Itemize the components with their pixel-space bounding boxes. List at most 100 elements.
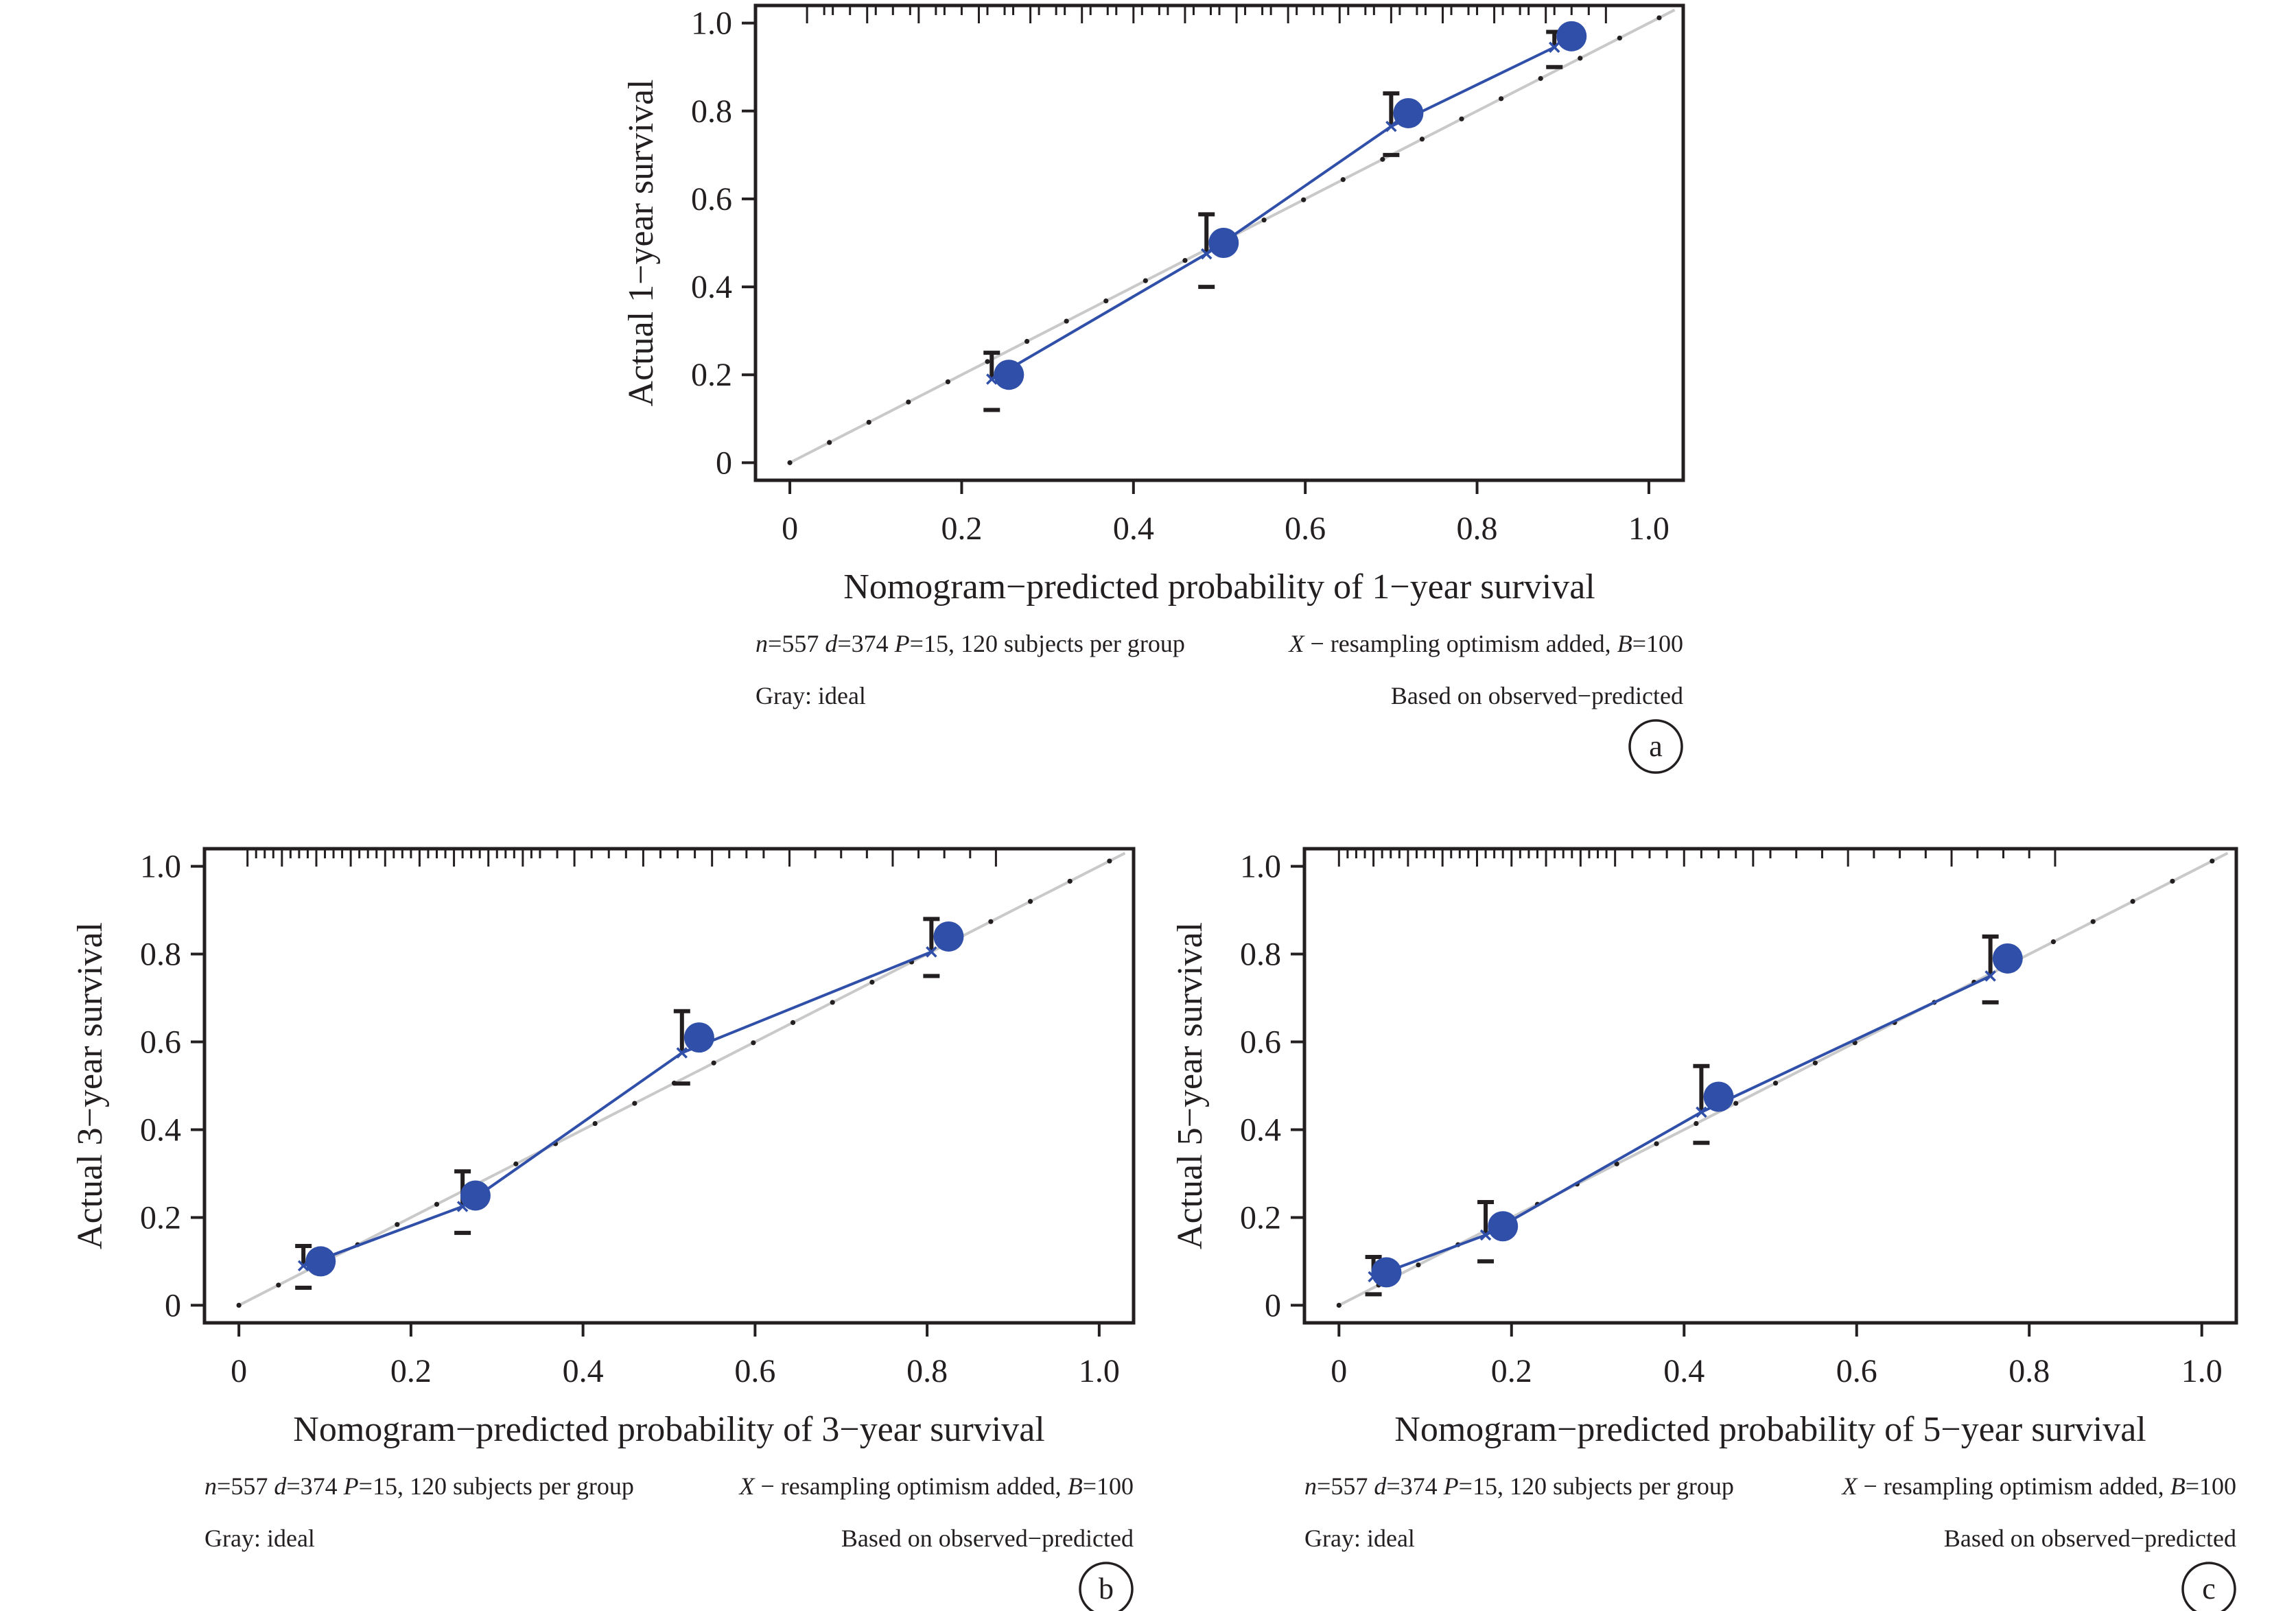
panel-b: 0 0 0.2 0.2 0.4 0.4 0.6 0.6 0.8 0.8 1.0 1.0 Nomogram… — [71, 847, 1136, 1611]
x-tick-label: 0.6 — [1836, 1353, 1877, 1389]
plot-area — [1336, 851, 2229, 1308]
ideal-dot — [2170, 878, 2175, 884]
x-tick-label: 0.8 — [1457, 510, 1498, 547]
ideal-dot — [434, 1201, 440, 1207]
observed-point — [1393, 97, 1424, 128]
ideal-dot — [790, 1020, 796, 1025]
panel-letter: b — [1099, 1572, 1114, 1606]
ideal-dot — [236, 1302, 242, 1308]
panel-letter-circle — [1079, 1562, 1134, 1611]
y-tick-label: 0.8 — [140, 937, 181, 973]
y-tick-label: 1.0 — [140, 849, 181, 885]
corrected-x-marker — [676, 1047, 688, 1059]
x-tick-label: 1.0 — [1628, 510, 1670, 547]
y-tick-label: 0 — [1265, 1287, 1281, 1324]
plot-frame — [1302, 847, 2238, 1325]
observed-point — [933, 921, 964, 952]
subtitle-sample-info: n=557 d=374 P=15, 120 subjects per group — [1304, 1472, 1734, 1500]
y-axis-title: Actual 5−year survival — [1171, 922, 1210, 1249]
ideal-dot — [513, 1161, 519, 1166]
ideal-dot — [1772, 1081, 1779, 1086]
ideal-dot — [1380, 156, 1385, 162]
ideal-dot — [945, 379, 951, 385]
x-tick-label: 1.0 — [1079, 1353, 1120, 1389]
panel-letter: a — [1649, 729, 1663, 763]
x-tick-label: 0.2 — [390, 1353, 432, 1389]
ideal-dot — [1416, 1262, 1421, 1268]
ideal-dot — [1143, 278, 1148, 283]
y-tick-label: 0.2 — [691, 357, 732, 393]
y-tick-label: 0.6 — [140, 1024, 181, 1061]
calibration-line — [1372, 974, 1991, 1278]
observed-point — [1371, 1257, 1402, 1288]
ideal-dot — [632, 1101, 637, 1106]
ideal-dot — [1617, 35, 1622, 41]
x-tick-label: 0.2 — [941, 510, 982, 547]
observed-point — [1556, 21, 1587, 51]
y-tick-label: 1.0 — [691, 5, 732, 42]
y-tick-label: 0 — [165, 1287, 181, 1324]
x-tick-label: 0.8 — [906, 1353, 948, 1389]
ideal-dot — [1656, 15, 1662, 21]
subtitle-resampling-info: X − resampling optimism added, B=100 — [738, 1472, 1134, 1500]
ideal-dot — [2090, 919, 2096, 924]
y-tick-label: 0.2 — [1240, 1199, 1281, 1236]
x-axis-title: Nomogram−predicted probability of 1−year… — [843, 567, 1595, 607]
y-tick-label: 0.4 — [140, 1112, 181, 1148]
subtitle-resampling-info: X − resampling optimism added, B=100 — [1287, 630, 1683, 657]
ideal-dot — [2210, 858, 2215, 864]
ideal-dot — [866, 419, 871, 425]
ideal-dot — [2050, 939, 2057, 945]
ideal-dot — [1614, 1161, 1619, 1166]
x-tick-label: 0.8 — [2008, 1353, 2050, 1389]
observed-point — [1992, 943, 2023, 974]
y-tick-label: 0.8 — [691, 93, 732, 130]
plot-frame — [753, 3, 1685, 482]
subtitle-sample-info: n=557 d=374 P=15, 120 subjects per group — [204, 1472, 634, 1500]
corrected-x-marker — [1984, 970, 1996, 982]
ideal-dot — [2130, 899, 2135, 904]
calibration-line — [303, 950, 933, 1267]
corrected-x-marker — [1385, 120, 1397, 132]
ideal-line — [238, 851, 1126, 1307]
corrected-x-marker — [1479, 1229, 1492, 1241]
y-tick-label: 1.0 — [1240, 849, 1281, 885]
panel-a: 0 0 0.2 0.2 0.4 0.4 0.6 0.6 0.8 0.8 1.0 1.0 Nomogram… — [622, 3, 1685, 774]
observed-point — [305, 1246, 336, 1277]
ideal-dot — [988, 919, 994, 924]
ideal-dot — [395, 1222, 400, 1227]
calibration-line — [991, 46, 1556, 381]
ideal-dot — [985, 359, 990, 364]
subtitle-resampling-info: X − resampling optimism added, B=100 — [1840, 1472, 2236, 1500]
observed-point — [1208, 228, 1239, 258]
x-tick-label: 0.4 — [1663, 1353, 1705, 1389]
ideal-dot — [1336, 1302, 1342, 1308]
ideal-dot — [1419, 137, 1425, 142]
ideal-dot — [1654, 1141, 1659, 1146]
y-tick-label: 0.6 — [691, 181, 732, 217]
x-tick-label: 0 — [782, 510, 798, 547]
subtitle-sample-info: n=557 d=374 P=15, 120 subjects per group — [755, 630, 1185, 657]
ideal-dot — [869, 979, 875, 985]
observed-point — [683, 1022, 714, 1053]
plot-frame — [202, 847, 1136, 1325]
x-tick-label: 0 — [231, 1353, 247, 1389]
legend-gray-ideal: Gray: ideal — [755, 682, 866, 709]
y-tick-label: 0.4 — [1240, 1112, 1281, 1148]
observed-point — [460, 1180, 491, 1211]
ideal-dot — [1538, 75, 1543, 81]
legend-gray-ideal: Gray: ideal — [204, 1525, 315, 1552]
corrected-x-marker — [1696, 1106, 1707, 1118]
ideal-dot — [1340, 177, 1346, 183]
panel-letter: c — [2202, 1572, 2216, 1606]
corrected-x-marker — [1200, 248, 1213, 260]
y-tick-label: 0.8 — [1240, 937, 1281, 973]
ideal-dot — [711, 1060, 716, 1066]
note-observed-predicted: Based on observed−predicted — [1391, 682, 1683, 709]
ideal-dot — [1103, 298, 1109, 304]
y-axis-title: Actual 3−year survival — [71, 922, 110, 1249]
note-observed-predicted: Based on observed−predicted — [1944, 1525, 2236, 1552]
x-tick-label: 0.6 — [734, 1353, 775, 1389]
observed-point — [1703, 1081, 1734, 1112]
